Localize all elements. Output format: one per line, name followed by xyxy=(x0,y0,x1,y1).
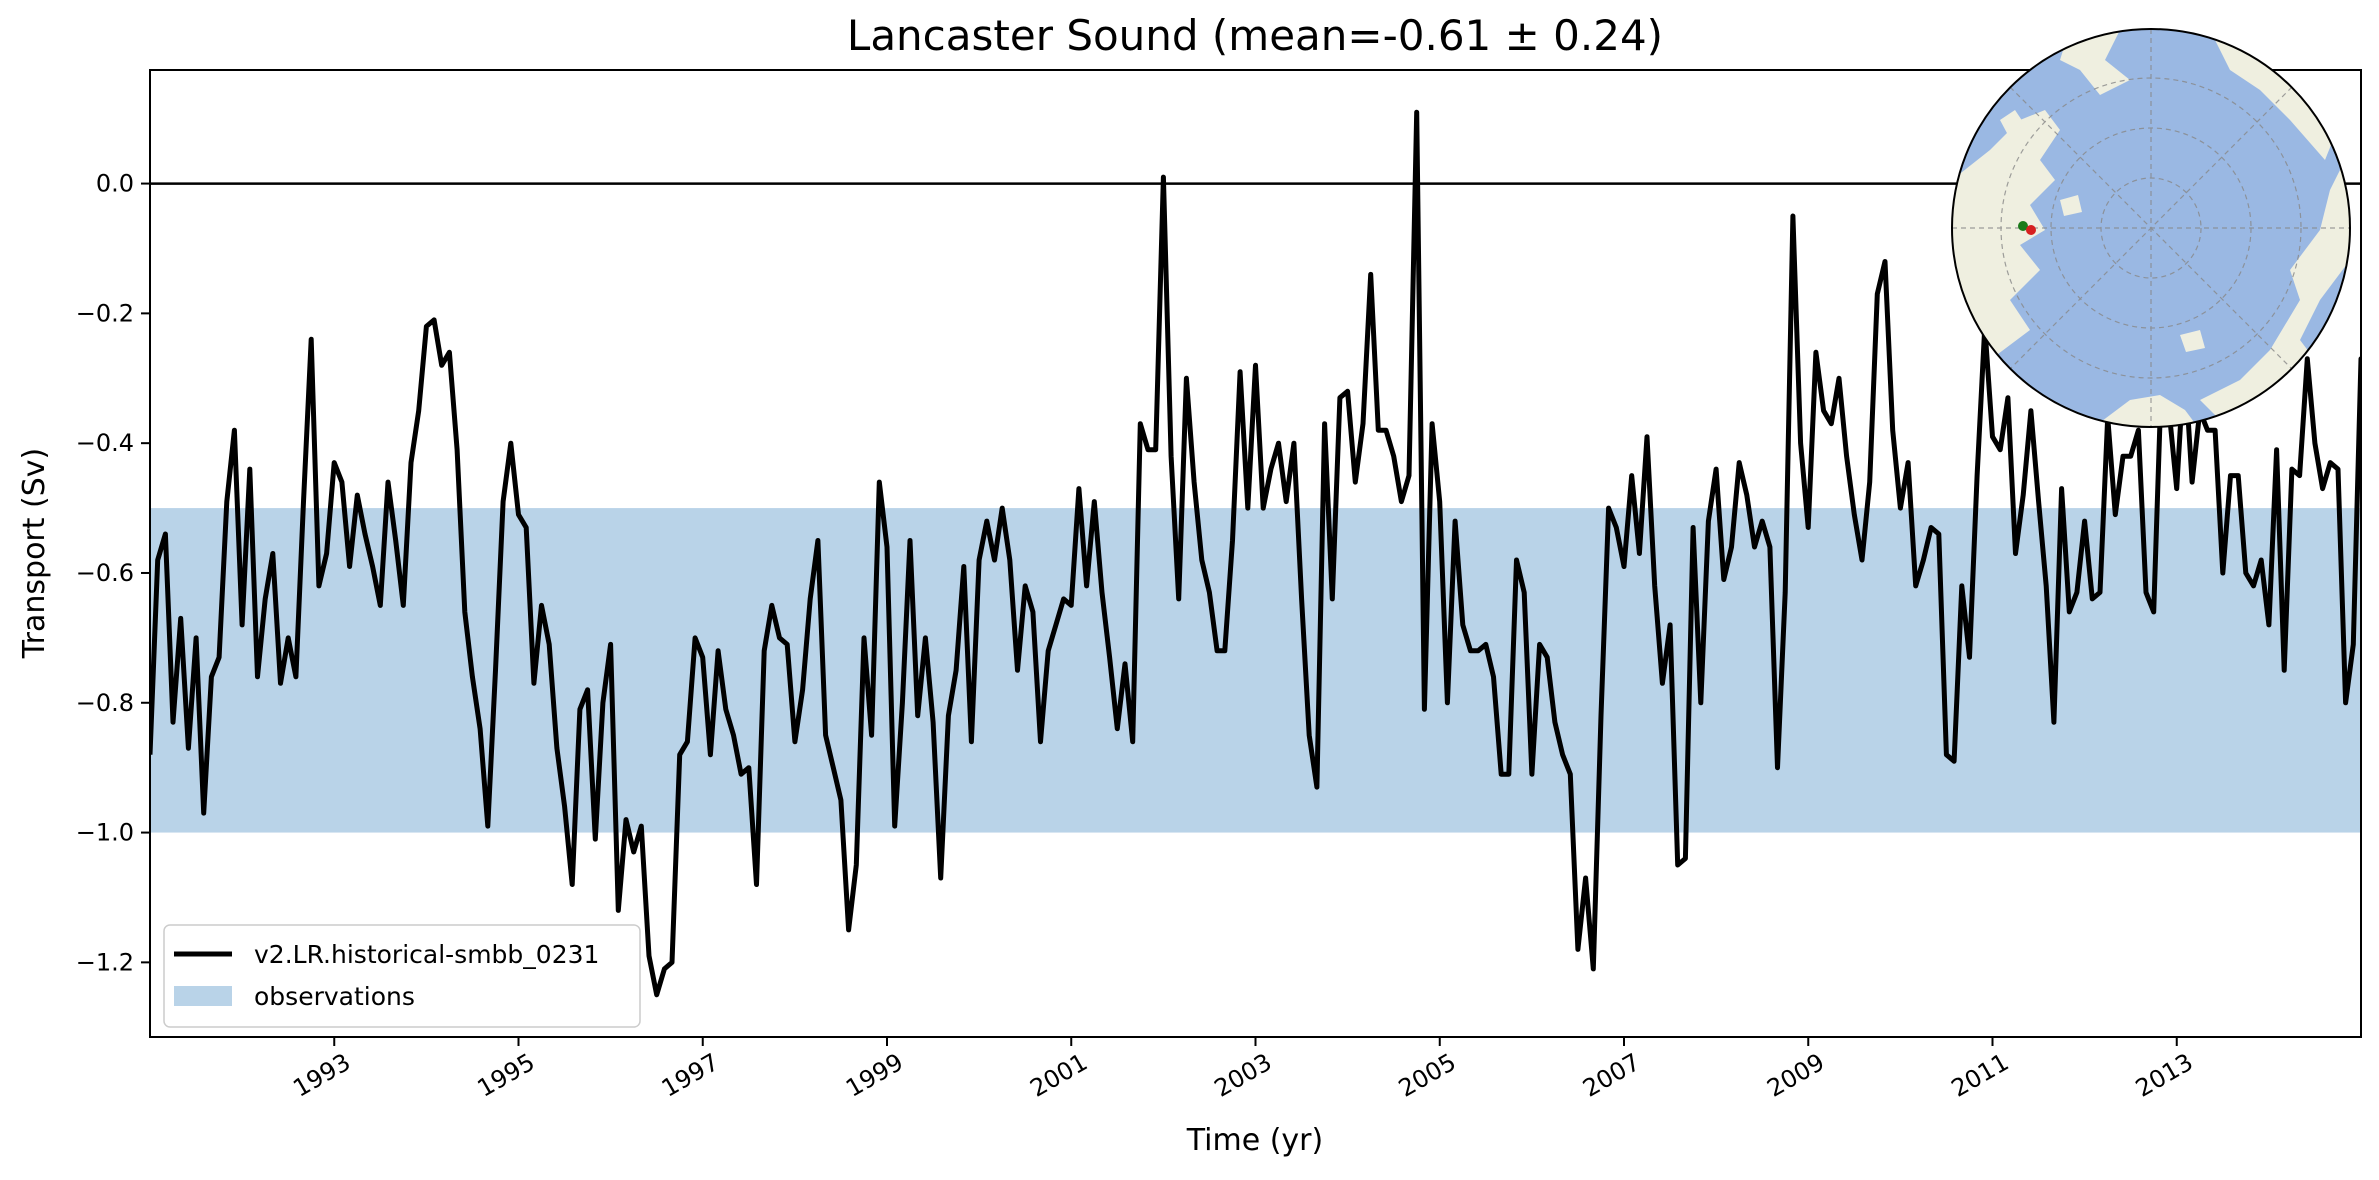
map-marker-green xyxy=(2018,221,2028,231)
map-land-greenland xyxy=(2060,29,2130,95)
x-tick-label: 2009 xyxy=(1762,1048,1829,1103)
observations-band xyxy=(150,508,2361,833)
legend-patch-swatch xyxy=(174,986,232,1006)
x-tick-label: 2013 xyxy=(2131,1048,2198,1103)
map-land-bottom xyxy=(2090,395,2200,427)
series-line-v2-lr-historical-smbb-0231 xyxy=(150,109,2361,998)
y-tick-label: −0.2 xyxy=(76,299,134,327)
x-axis-label: Time (yr) xyxy=(1186,1123,1323,1158)
y-tick-label: −0.6 xyxy=(76,559,134,587)
chart-title: Lancaster Sound (mean=-0.61 ± 0.24) xyxy=(847,11,1663,60)
legend: v2.LR.historical-smbb_0231 observations xyxy=(163,924,641,1028)
plot-frame xyxy=(149,69,2362,1038)
y-tick-label: −1.2 xyxy=(76,948,134,976)
legend-label-series: v2.LR.historical-smbb_0231 xyxy=(254,940,599,969)
x-tick-label: 2007 xyxy=(1578,1048,1645,1103)
y-tick-label: −0.4 xyxy=(76,429,134,457)
y-tick-label: 0.0 xyxy=(96,170,134,198)
x-tick-label: 2005 xyxy=(1394,1048,1461,1103)
x-axis: 1993 1995 1997 1999 2001 2003 2005 2007 2009 2011… xyxy=(288,1037,2198,1103)
x-tick-label: 1993 xyxy=(288,1048,355,1103)
x-tick-label: 1995 xyxy=(473,1048,540,1103)
x-tick-label: 2011 xyxy=(1947,1048,2014,1103)
x-tick-label: 2001 xyxy=(1025,1048,1092,1103)
x-tick-label: 1999 xyxy=(841,1048,908,1103)
map-marker-red xyxy=(2026,225,2036,235)
y-axis: 0.0 −0.2 −0.4 −0.6 −0.8 −1.0 −1.2 xyxy=(76,170,150,976)
map-border xyxy=(1951,28,2351,428)
plot-area xyxy=(150,109,2361,998)
y-tick-label: −1.0 xyxy=(76,819,134,847)
arctic-inset-map xyxy=(1951,28,2351,428)
x-tick-label: 2003 xyxy=(1210,1048,1277,1103)
y-axis-label: Transport (Sv) xyxy=(17,448,52,660)
map-land-north-america xyxy=(1952,110,2060,360)
x-tick-label: 1997 xyxy=(657,1048,724,1103)
y-tick-label: −0.8 xyxy=(76,689,134,717)
legend-label-observations: observations xyxy=(254,982,415,1011)
legend-box xyxy=(163,924,641,1028)
